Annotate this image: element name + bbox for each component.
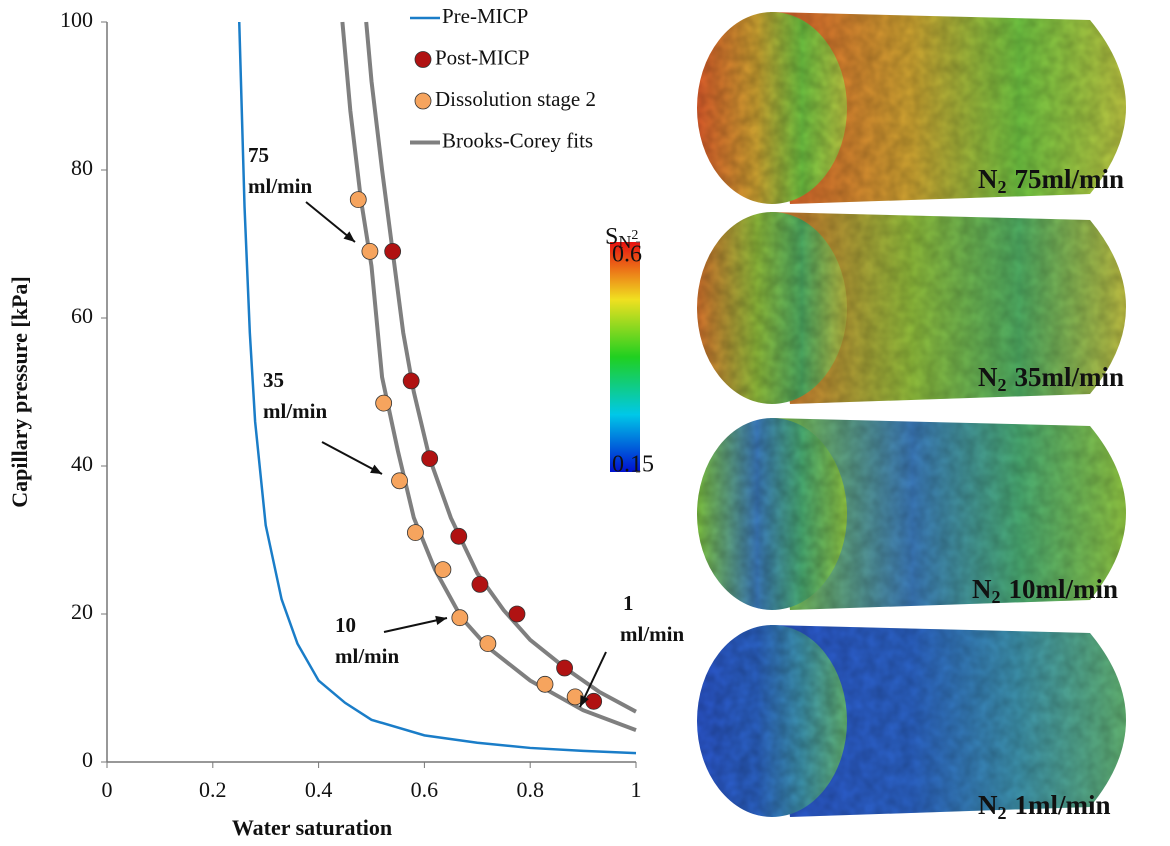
data-point — [536, 675, 554, 693]
core-end-texture — [697, 12, 847, 204]
panel-label-part: 2 — [992, 587, 1001, 607]
fit-line — [364, 21, 637, 714]
annotation: 75 — [248, 143, 269, 167]
y-tick-label: 20 — [71, 599, 93, 624]
x-tick-label: 0 — [102, 777, 113, 802]
data-point — [375, 394, 393, 412]
data-point — [471, 576, 489, 593]
panel-label: N2 35ml/min — [978, 362, 1124, 395]
annotation: 10 — [335, 613, 356, 637]
x-tick-label: 0.8 — [516, 777, 544, 802]
legend-label: Post-MICP — [435, 45, 530, 69]
legend-marker — [414, 51, 432, 68]
panel-label: N2 75ml/min — [978, 164, 1124, 197]
core-end-texture — [697, 418, 847, 610]
annotation: ml/min — [263, 399, 327, 423]
x-tick-label: 1 — [631, 777, 642, 802]
arrow-head — [580, 695, 589, 707]
y-tick-label: 80 — [71, 155, 93, 180]
annotation: 1 — [623, 591, 634, 615]
core-texture — [770, 418, 1126, 610]
legend-marker — [414, 92, 432, 110]
data-point — [556, 659, 573, 677]
panel-label-part: 35ml/min — [1015, 362, 1125, 392]
panel-label-part: N — [978, 362, 998, 392]
arrow-head — [343, 231, 355, 242]
panel-label-part: 2 — [998, 375, 1007, 395]
y-axis-title: Capillary pressure [kPa] — [7, 276, 32, 507]
annotation: ml/min — [335, 644, 399, 668]
data-point — [451, 609, 469, 627]
core-texture — [770, 625, 1126, 817]
arrow-head — [435, 615, 447, 625]
panel-label: N2 10ml/min — [972, 574, 1118, 607]
y-tick-label: 100 — [60, 7, 93, 32]
data-point — [349, 191, 367, 209]
legend-label: Brooks-Corey fits — [442, 128, 593, 152]
annotation-arrow — [321, 441, 383, 475]
y-tick-label: 0 — [82, 747, 93, 772]
panel-label-part: 2 — [998, 177, 1007, 197]
y-tick-label: 40 — [71, 451, 93, 476]
data-point — [585, 692, 603, 710]
x-tick-label: 0.4 — [305, 777, 333, 802]
panel-label-part: N — [978, 164, 998, 194]
pre-micp-line — [238, 21, 637, 755]
panel-label-part: N — [978, 790, 998, 820]
data-point — [391, 472, 408, 490]
arrow-head — [370, 464, 382, 474]
core-texture — [770, 12, 1126, 204]
legend-label: Dissolution stage 2 — [435, 87, 596, 111]
panel-label-part: 2 — [998, 803, 1007, 823]
x-axis-title: Water saturation — [232, 815, 392, 840]
panel-label-part: N — [972, 574, 992, 604]
annotation: ml/min — [248, 174, 312, 198]
panel-label: N2 1ml/min — [978, 790, 1111, 823]
data-point — [421, 450, 439, 468]
data-point — [407, 524, 424, 541]
data-point — [384, 242, 402, 260]
data-point — [361, 242, 379, 260]
colorbar-tick-label: 0.6 — [612, 242, 642, 268]
core-texture — [770, 212, 1126, 404]
data-point — [402, 372, 420, 390]
panel-label-part: 75ml/min — [1015, 164, 1125, 194]
colorbar — [610, 242, 640, 472]
data-point — [450, 527, 468, 545]
legend-label: Pre-MICP — [442, 4, 528, 28]
core-end-texture — [697, 625, 847, 817]
data-point — [479, 635, 497, 652]
y-tick-label: 60 — [71, 303, 93, 328]
colorbar-label: SN2 — [605, 224, 638, 253]
data-point — [508, 605, 526, 623]
panel-label-part: 1ml/min — [1015, 790, 1111, 820]
x-tick-label: 0.2 — [199, 777, 227, 802]
core-end-texture — [697, 212, 847, 404]
data-point — [434, 561, 452, 578]
annotation: ml/min — [620, 622, 684, 646]
colorbar-tick-label: 0.15 — [612, 452, 654, 478]
annotation: 35 — [263, 368, 284, 392]
x-tick-label: 0.6 — [411, 777, 439, 802]
panel-label-part: 10ml/min — [1009, 574, 1119, 604]
